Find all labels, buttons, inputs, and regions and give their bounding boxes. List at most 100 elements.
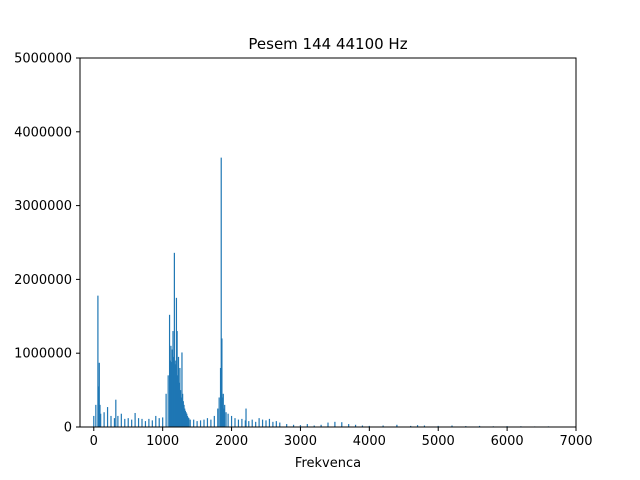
bar	[327, 422, 329, 427]
bar	[110, 415, 112, 427]
bar	[168, 314, 171, 427]
bar	[199, 420, 202, 427]
bar	[261, 419, 264, 427]
bar	[124, 418, 126, 427]
bar	[171, 362, 173, 427]
bar	[196, 421, 198, 427]
bar	[218, 397, 220, 427]
bar	[354, 424, 357, 427]
bar	[210, 419, 212, 427]
bar	[95, 404, 97, 427]
bar	[151, 420, 153, 427]
bar	[188, 418, 190, 427]
bar	[478, 425, 481, 427]
bar	[292, 424, 295, 427]
bar	[224, 404, 226, 427]
bar	[313, 425, 315, 427]
x-tick-label: 0	[90, 434, 98, 449]
bar	[131, 419, 133, 427]
bar	[171, 349, 173, 427]
bar	[170, 345, 172, 427]
bar	[219, 367, 222, 427]
bar	[148, 418, 150, 427]
y-tick-label: 0	[64, 421, 72, 436]
x-tick-label: 7000	[559, 434, 592, 449]
bar	[115, 399, 117, 427]
bar	[227, 413, 229, 427]
bar	[221, 338, 223, 427]
bar	[187, 417, 189, 427]
bar	[93, 415, 95, 427]
bar	[203, 419, 205, 427]
bar	[279, 422, 281, 427]
bar	[175, 297, 178, 427]
bar	[368, 425, 370, 427]
bar	[177, 375, 179, 427]
x-axis: 0 1000 2000 3000 4000 5000 6000 7000	[90, 427, 593, 449]
bar	[451, 425, 453, 427]
bar	[251, 419, 253, 427]
bar	[174, 364, 176, 427]
bar	[134, 412, 136, 427]
bar	[286, 424, 288, 427]
bar	[361, 425, 364, 427]
bar	[255, 421, 257, 427]
bar	[225, 412, 227, 427]
bar	[137, 418, 140, 427]
bar	[179, 367, 181, 427]
bar	[100, 413, 102, 427]
bar	[178, 382, 180, 427]
bar	[184, 410, 186, 427]
bar	[98, 362, 100, 427]
bar	[179, 390, 182, 427]
bar	[299, 425, 302, 427]
y-tick-label: 1000000	[14, 347, 72, 362]
x-tick-label: 6000	[491, 434, 524, 449]
chart-title: Pesem 144 44100 Hz	[248, 35, 407, 53]
bar	[155, 415, 157, 427]
y-tick-label: 2000000	[14, 273, 72, 288]
x-tick-label: 2000	[215, 434, 248, 449]
bar	[99, 404, 101, 427]
y-tick-label: 5000000	[14, 52, 72, 67]
bar	[103, 412, 105, 427]
bar	[320, 424, 322, 427]
bar	[173, 252, 175, 427]
bar	[206, 418, 209, 427]
bar	[158, 418, 160, 427]
bar	[173, 356, 175, 427]
bar	[217, 408, 219, 427]
bar	[230, 415, 233, 427]
bar	[113, 418, 116, 427]
bar	[167, 375, 169, 427]
bar	[97, 295, 99, 427]
bars-group	[93, 157, 550, 427]
x-axis-label: Frekvenca	[295, 456, 361, 471]
bar	[237, 419, 240, 427]
bar	[189, 419, 191, 427]
bar	[182, 393, 184, 427]
bar	[144, 421, 147, 427]
bar	[334, 421, 336, 427]
bar	[275, 421, 277, 427]
bar	[193, 419, 195, 427]
bar	[176, 331, 178, 427]
bar	[172, 331, 174, 427]
bar	[184, 408, 186, 427]
x-tick-label: 4000	[353, 434, 386, 449]
bar	[234, 418, 236, 427]
bar	[175, 360, 177, 427]
bar	[410, 425, 412, 427]
bar	[177, 356, 180, 427]
bar	[222, 393, 224, 427]
bar	[423, 425, 426, 427]
bar	[165, 393, 167, 427]
x-tick-label: 5000	[422, 434, 455, 449]
bar	[120, 413, 122, 427]
bar	[98, 386, 100, 427]
bar	[183, 404, 185, 427]
bar	[341, 422, 343, 427]
bar	[117, 415, 119, 427]
bar	[106, 407, 109, 427]
